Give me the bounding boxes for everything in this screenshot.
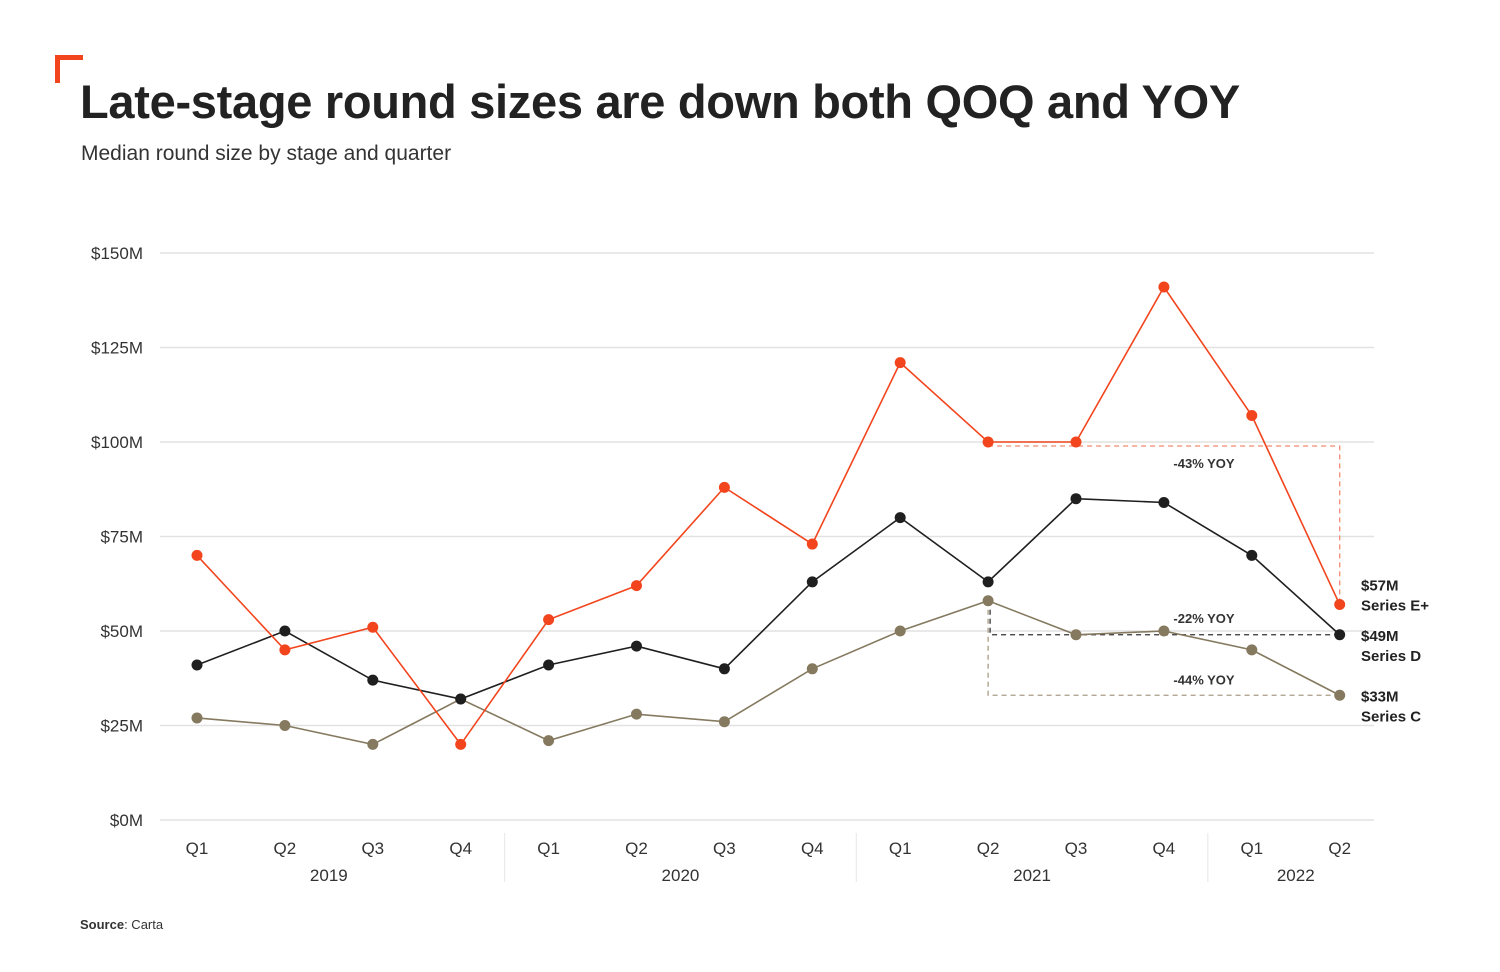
data-point xyxy=(367,738,379,750)
data-point xyxy=(455,693,467,705)
y-axis: $0M $25M $50M $75M $100M $125M $150M xyxy=(91,244,143,830)
data-point xyxy=(982,576,994,588)
annotation-label: -22% YOY xyxy=(1173,611,1235,626)
y-tick-label: $150M xyxy=(91,244,143,263)
data-point xyxy=(1070,436,1082,448)
chart-subtitle: Median round size by stage and quarter xyxy=(81,142,452,165)
data-point xyxy=(982,595,994,607)
year-label: 2022 xyxy=(1277,866,1315,885)
series-line xyxy=(196,285,1341,746)
end-value-label: $33M xyxy=(1361,688,1399,705)
x-tick-label: Q2 xyxy=(625,839,648,858)
x-tick-label: Q1 xyxy=(186,839,209,858)
x-tick-label: Q4 xyxy=(449,839,472,858)
data-point xyxy=(894,512,906,524)
data-point xyxy=(455,738,467,750)
x-tick-label: Q2 xyxy=(274,839,297,858)
accent-corner-mark xyxy=(55,55,83,83)
data-point xyxy=(806,538,818,550)
annotation-label: -44% YOY xyxy=(1173,672,1235,687)
data-point xyxy=(1334,629,1346,641)
x-tick-label: Q2 xyxy=(1328,839,1351,858)
series-line xyxy=(196,497,1341,700)
data-point xyxy=(1158,281,1170,293)
year-label: 2021 xyxy=(1013,866,1051,885)
data-point xyxy=(631,640,642,652)
series-series-e- xyxy=(191,281,1346,750)
data-point xyxy=(894,357,906,369)
data-point xyxy=(718,663,730,675)
x-axis: Q1 Q2 Q3 Q4 Q1 Q2 Q3 Q4 Q1 Q2 Q3 Q4 Q1 Q2 2019 2020 2021… xyxy=(186,833,1351,885)
data-point xyxy=(367,621,379,633)
y-tick-label: $75M xyxy=(100,528,143,547)
data-point xyxy=(1246,644,1258,656)
annotation-bracket xyxy=(987,600,1340,696)
year-label: 2019 xyxy=(310,866,348,885)
data-point xyxy=(279,644,291,656)
data-point xyxy=(279,625,291,637)
data-point xyxy=(806,663,818,675)
data-point xyxy=(543,659,555,671)
source-note: Source: Carta xyxy=(80,917,163,932)
series-series-c xyxy=(191,595,1346,750)
data-point xyxy=(1070,493,1082,505)
data-point xyxy=(543,614,555,626)
annotation-bracket xyxy=(989,600,1340,636)
data-point xyxy=(543,735,555,747)
data-point xyxy=(1246,549,1258,561)
end-series-label: Series D xyxy=(1361,648,1421,665)
end-series-label: Series C xyxy=(1361,708,1421,725)
data-point xyxy=(1158,496,1170,508)
annotation-label: -43% YOY xyxy=(1173,456,1235,471)
data-point xyxy=(894,625,906,637)
data-point xyxy=(367,674,379,686)
source-value: : Carta xyxy=(124,917,164,932)
y-tick-label: $0M xyxy=(110,811,143,830)
data-point xyxy=(191,549,203,561)
x-tick-label: Q2 xyxy=(977,839,1000,858)
x-tick-label: Q1 xyxy=(889,839,912,858)
data-point xyxy=(1246,410,1258,422)
end-value-label: $49M xyxy=(1361,628,1399,645)
y-tick-label: $125M xyxy=(91,339,143,358)
yoy-annotations: -43% YOY -22% YOY -44% YOY xyxy=(987,445,1341,696)
data-point xyxy=(191,712,203,724)
annotation-bracket xyxy=(988,445,1341,605)
x-tick-label: Q3 xyxy=(1065,839,1088,858)
data-point xyxy=(806,576,818,588)
x-tick-label: Q1 xyxy=(537,839,560,858)
series-line xyxy=(196,599,1341,746)
x-tick-label: Q3 xyxy=(713,839,736,858)
data-point xyxy=(1334,599,1346,611)
source-label: Source xyxy=(80,917,125,932)
data-point xyxy=(1334,689,1346,701)
x-tick-label: Q3 xyxy=(361,839,384,858)
data-point xyxy=(631,708,642,720)
data-point xyxy=(191,659,203,671)
data-point xyxy=(1070,629,1082,641)
end-series-label: Series E+ xyxy=(1361,598,1429,615)
series-series-d xyxy=(191,493,1346,705)
x-tick-label: Q4 xyxy=(801,839,824,858)
y-tick-label: $100M xyxy=(91,433,143,452)
end-labels: $57M Series E+ $49M Series D $33M Series C xyxy=(1361,578,1429,726)
year-label: 2020 xyxy=(662,866,700,885)
chart-title: Late-stage round sizes are down both QOQ… xyxy=(80,75,1240,128)
data-point xyxy=(718,481,730,493)
data-point xyxy=(279,720,291,731)
data-point xyxy=(631,580,642,592)
data-point xyxy=(1158,625,1170,637)
y-tick-label: $25M xyxy=(100,717,143,736)
x-tick-label: Q4 xyxy=(1153,839,1176,858)
series-lines xyxy=(191,281,1346,750)
x-tick-label: Q1 xyxy=(1240,839,1263,858)
y-tick-label: $50M xyxy=(100,622,143,641)
grid-lines xyxy=(160,252,1374,821)
data-point xyxy=(718,716,730,728)
data-point xyxy=(982,436,994,448)
end-value-label: $57M xyxy=(1361,578,1399,595)
